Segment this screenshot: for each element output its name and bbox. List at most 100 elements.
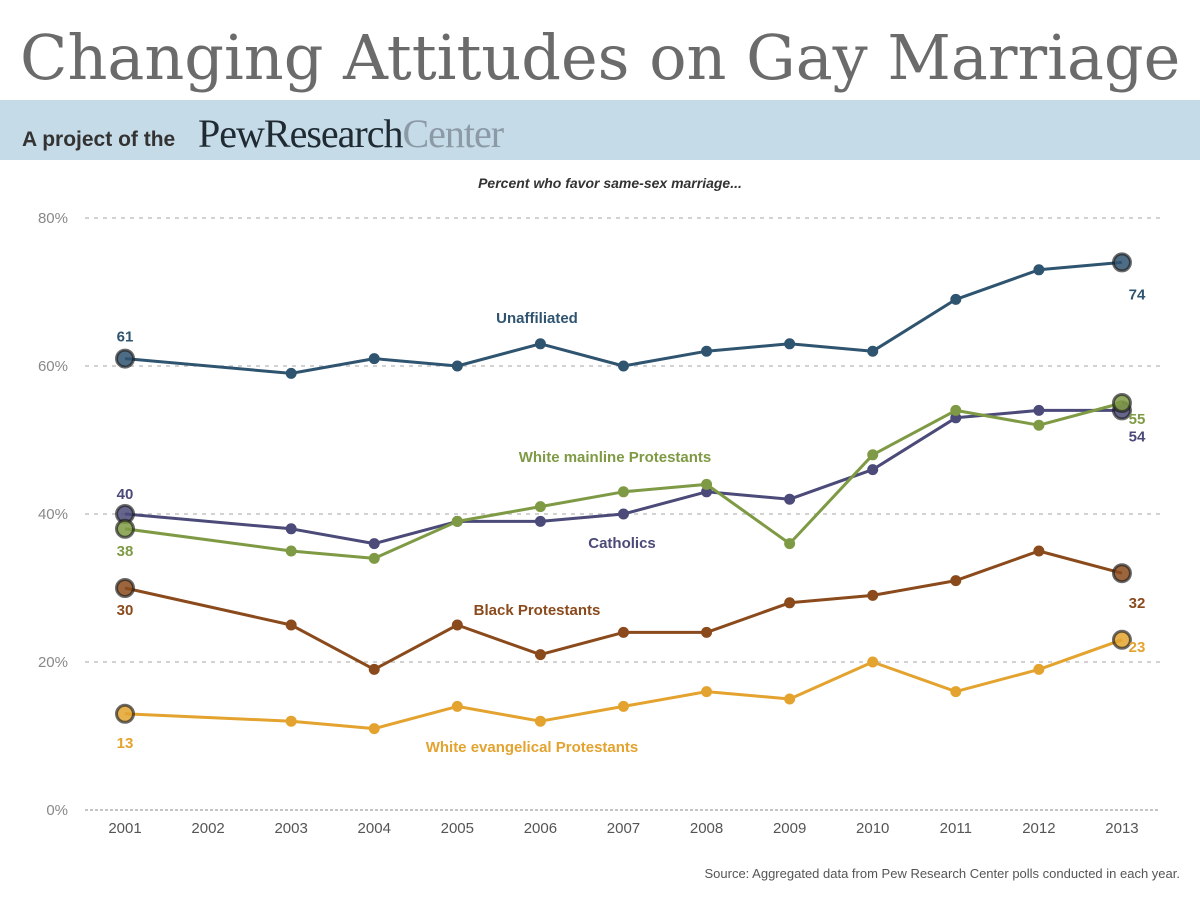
y-tick-label: 0% (46, 802, 68, 819)
series-line (124, 549, 1123, 671)
data-point (368, 723, 380, 735)
end-value-label: 54 (1129, 428, 1146, 445)
source-note: Source: Aggregated data from Pew Researc… (704, 866, 1180, 881)
data-point (1111, 393, 1132, 413)
end-value-label: 74 (1129, 286, 1146, 303)
band-prefix-text: A project of the (22, 128, 176, 151)
x-tick-label: 2001 (108, 820, 141, 837)
data-point (617, 700, 629, 712)
logo-secondary: Center (402, 111, 504, 156)
end-value-label: 23 (1129, 639, 1146, 656)
data-point (867, 449, 879, 461)
series-white-mainline-protestants (115, 393, 1132, 564)
data-point (451, 619, 463, 631)
data-point (115, 518, 135, 539)
data-point (534, 338, 546, 350)
x-tick-label: 2004 (358, 820, 391, 837)
data-point (451, 515, 463, 527)
data-point (701, 626, 713, 638)
series-white-evangelical-protestants (115, 629, 1132, 735)
series-line (124, 260, 1123, 375)
data-point (534, 515, 546, 527)
series-name-label: Catholics (588, 535, 656, 552)
y-tick-label: 60% (38, 358, 68, 375)
data-point (784, 693, 796, 705)
series-catholics (115, 400, 1132, 550)
y-tick-label: 40% (38, 506, 68, 523)
y-tick-label: 80% (38, 210, 68, 227)
series-line (124, 401, 1123, 560)
x-tick-label: 2012 (1022, 820, 1055, 837)
data-point (867, 589, 879, 601)
start-value-label: 61 (117, 329, 134, 346)
x-tick-label: 2007 (607, 820, 640, 837)
data-point (534, 715, 546, 727)
y-axis-ticks: 0% 20% 40% 60% 80% (38, 210, 68, 819)
data-point (950, 404, 962, 416)
start-value-label: 13 (117, 735, 134, 752)
data-point (950, 575, 962, 587)
series-name-label: Black Protestants (474, 602, 601, 619)
series-line (124, 638, 1123, 731)
data-point (1033, 419, 1045, 431)
x-tick-label: 2011 (940, 820, 972, 837)
data-point (617, 360, 629, 372)
data-point (701, 345, 713, 357)
data-point (451, 360, 463, 372)
data-point (368, 663, 380, 675)
page-title: Changing Attitudes on Gay Marriage (20, 21, 1181, 94)
x-tick-label: 2008 (690, 820, 723, 837)
start-value-label: 30 (117, 602, 134, 619)
x-tick-label: 2002 (191, 820, 224, 837)
series-name-label: Unaffiliated (496, 310, 578, 327)
x-tick-label: 2009 (773, 820, 806, 837)
series-labels: White evangelical Protestants 13 23 Black P… (117, 286, 1146, 756)
data-point (867, 345, 879, 357)
data-point (285, 545, 297, 557)
data-point (617, 508, 629, 520)
data-point (115, 703, 135, 724)
end-value-label: 55 (1129, 411, 1146, 428)
series-black-protestants (115, 545, 1132, 675)
series-name-label: White evangelical Protestants (426, 739, 639, 756)
data-point (867, 464, 879, 476)
data-point (617, 486, 629, 498)
x-tick-label: 2003 (274, 820, 307, 837)
logo-primary: PewResearch (198, 111, 403, 156)
data-point (1033, 404, 1045, 416)
x-tick-label: 2010 (856, 820, 889, 837)
x-tick-label: 2013 (1105, 820, 1138, 837)
data-point (701, 478, 713, 490)
data-point (701, 686, 713, 698)
data-point (784, 493, 796, 505)
data-point (1111, 629, 1132, 650)
data-point (115, 348, 135, 369)
data-point (784, 338, 796, 350)
pew-logo: PewResearchCenter (198, 110, 504, 157)
data-point (285, 367, 297, 379)
data-point (1033, 545, 1045, 557)
gridlines (85, 217, 1160, 811)
data-point (285, 523, 297, 535)
data-point (1111, 563, 1132, 584)
data-point (1033, 663, 1045, 675)
header-band (0, 100, 1200, 160)
data-point (784, 538, 796, 550)
series-line (124, 408, 1122, 546)
data-point (285, 715, 297, 727)
x-tick-label: 2005 (441, 820, 474, 837)
series-lines (115, 252, 1132, 735)
start-value-label: 38 (117, 543, 134, 560)
data-point (867, 656, 879, 668)
data-point (784, 597, 796, 609)
data-point (950, 686, 962, 698)
chart-subtitle: Percent who favor same-sex marriage... (478, 175, 742, 191)
data-point (950, 293, 962, 305)
end-value-label: 32 (1129, 595, 1146, 612)
data-point (617, 626, 629, 638)
data-point (1111, 252, 1132, 273)
y-tick-label: 20% (38, 654, 68, 671)
x-tick-label: 2006 (524, 820, 557, 837)
data-point (368, 538, 380, 550)
